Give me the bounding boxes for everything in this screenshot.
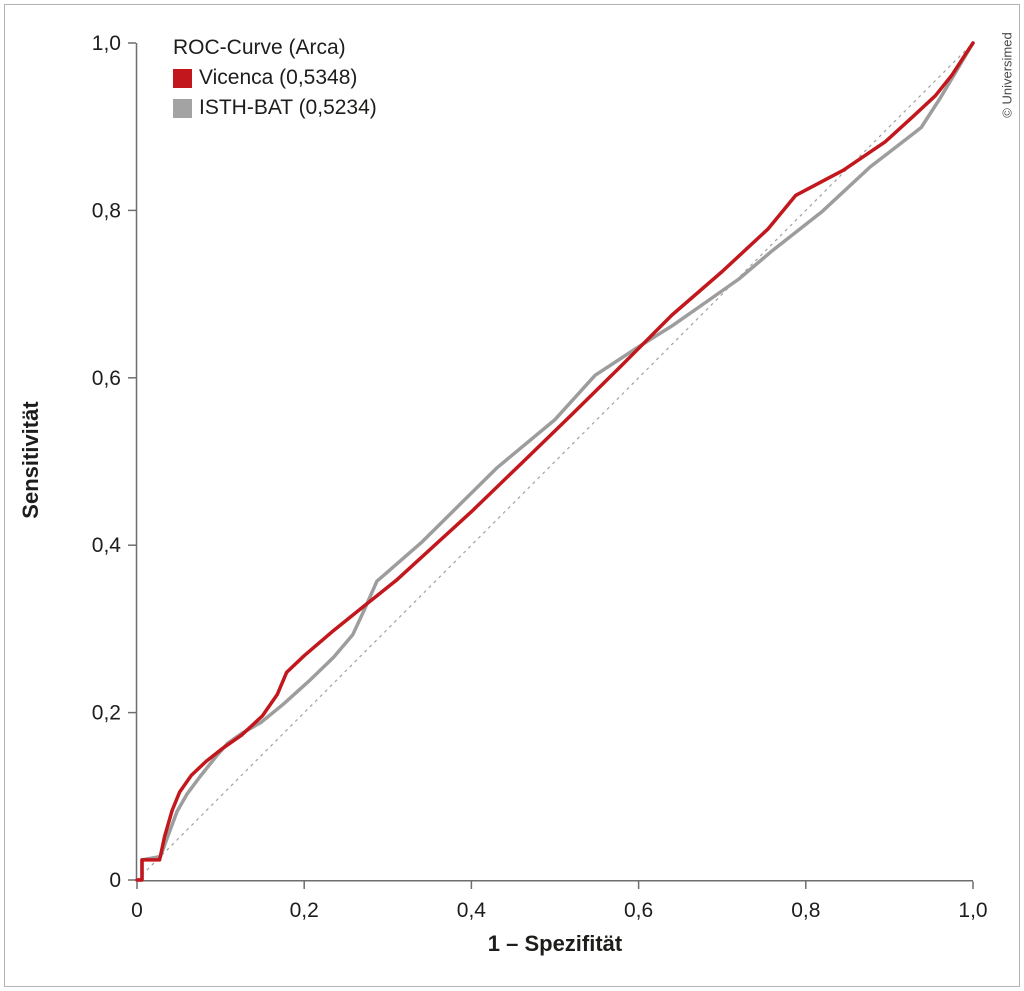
y-tick-label: 0	[109, 869, 121, 892]
reference-line	[136, 42, 974, 881]
legend-item-isth-bat: ISTH-BAT (0,5234)	[173, 93, 377, 123]
legend-label-isth-bat: ISTH-BAT (0,5234)	[199, 96, 377, 119]
x-tick-label: 0	[131, 899, 143, 922]
y-axis-title: Sensitivität	[18, 401, 43, 519]
x-tick-label: 0,2	[290, 899, 319, 922]
y-tick-label: 0,4	[92, 534, 122, 557]
isth-bat-color-swatch	[173, 98, 192, 118]
vicenca-color-swatch	[173, 68, 192, 88]
copyright-watermark: © Universimed	[999, 32, 1015, 118]
x-tick-label: 0,4	[457, 899, 487, 922]
axes	[135, 43, 973, 882]
legend: ROC-Curve (Arca) Vicenca (0,5348) ISTH-B…	[173, 33, 377, 123]
roc-curve-vicenca	[135, 41, 975, 882]
roc-curves	[135, 41, 975, 882]
y-tick-label: 0,8	[92, 199, 121, 222]
axis-tick-labels: 0 0,2 0,4 0,6 0,8 1,0 0 0,2 0,4 0,6 0,8 1,0	[92, 32, 988, 922]
legend-label-vicenca: Vicenca (0,5348)	[199, 66, 358, 89]
roc-curve-isth-bat	[135, 41, 975, 882]
y-tick-label: 0,6	[92, 367, 121, 390]
legend-item-vicenca: Vicenca (0,5348)	[173, 63, 377, 93]
chart-title: ROC-Curve (Arca)	[173, 36, 346, 59]
axis-ticks	[128, 42, 974, 889]
x-axis-title: 1 – Spezifität	[487, 931, 623, 956]
x-tick-label: 1,0	[958, 899, 987, 922]
x-tick-label: 0,8	[791, 899, 820, 922]
y-tick-label: 0,2	[92, 702, 121, 725]
x-tick-label: 0,6	[624, 899, 653, 922]
y-tick-label: 1,0	[92, 32, 121, 55]
diagonal-reference-line	[136, 42, 974, 881]
